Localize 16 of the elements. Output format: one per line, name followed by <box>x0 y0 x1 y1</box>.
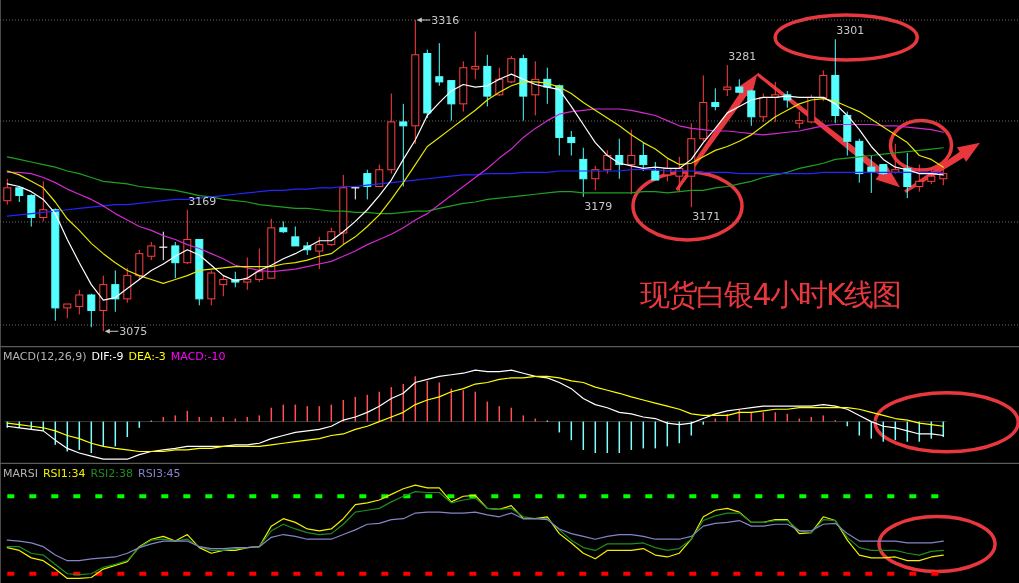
title: MACD(12,26,9) <box>3 350 87 363</box>
annotation: MACD:-10 <box>170 350 226 363</box>
title: MARSI <box>3 467 38 480</box>
annotation: 3169 <box>188 194 217 208</box>
annotation: 3075 <box>119 325 148 339</box>
title: 现货白银4小时K线图 <box>640 277 902 312</box>
annotation: 3179 <box>584 199 613 213</box>
series-name: RSI3:45 <box>138 467 181 480</box>
annotation: 3316 <box>431 13 460 27</box>
series-name: DEA:-3 <box>128 350 166 363</box>
annotation: 3301 <box>836 24 865 38</box>
series-name: DIF:-9 <box>91 350 124 363</box>
annotation: 3281 <box>728 50 757 64</box>
series-name: RSI2:38 <box>90 467 134 480</box>
annotation: 3171 <box>692 210 721 224</box>
series-name: RSI1:34 <box>42 467 86 480</box>
